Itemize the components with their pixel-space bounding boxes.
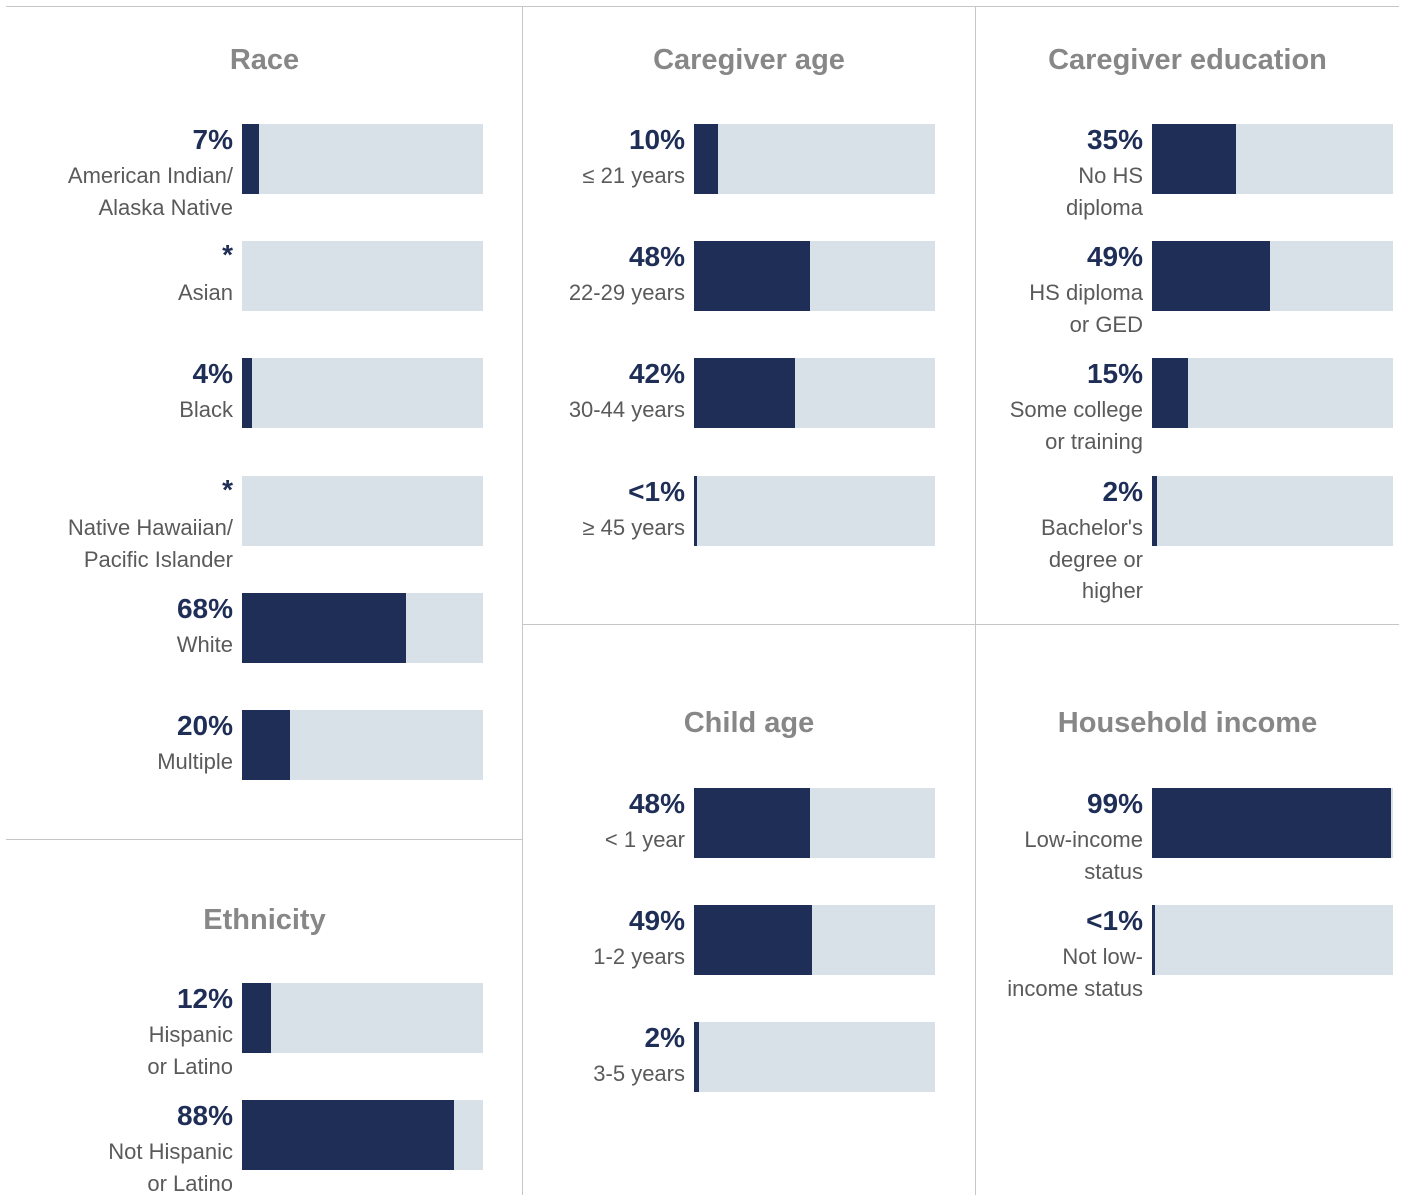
bar-track xyxy=(1152,241,1393,311)
value-label: * xyxy=(222,474,233,505)
value-label: 35% xyxy=(1086,124,1143,155)
value-label: 49% xyxy=(1086,241,1143,272)
bar-track xyxy=(694,124,935,194)
bar xyxy=(242,710,290,780)
divider-left xyxy=(522,6,523,1195)
category-label: Some college or training xyxy=(1009,397,1143,454)
category-label: 1-2 years xyxy=(593,944,685,969)
bar-track xyxy=(1152,476,1393,546)
value-label: <1% xyxy=(1086,905,1143,936)
bar-track xyxy=(694,1022,935,1092)
bar xyxy=(1152,905,1155,975)
bar-track xyxy=(694,241,935,311)
chart-title-household-income: Household income xyxy=(1057,707,1318,739)
value-label: 99% xyxy=(1086,788,1143,819)
bar xyxy=(1152,476,1157,546)
value-label: 2% xyxy=(644,1022,685,1053)
category-label: Bachelor's degree or higher xyxy=(1040,515,1143,603)
chart-title-child-age: Child age xyxy=(683,707,815,739)
bar xyxy=(1152,124,1236,194)
bar xyxy=(694,788,810,858)
bar xyxy=(1152,241,1270,311)
value-label: 15% xyxy=(1086,358,1143,389)
bar-track xyxy=(242,358,483,428)
category-label: Not Hispanic or Latino xyxy=(108,1139,233,1196)
bar xyxy=(694,1022,699,1092)
bar xyxy=(694,241,810,311)
category-label: ≤ 21 years xyxy=(582,163,685,188)
value-label: 88% xyxy=(176,1100,233,1131)
bar xyxy=(694,476,697,546)
bar-track xyxy=(1152,358,1393,428)
divider-middle-row xyxy=(523,624,1399,625)
value-label: 20% xyxy=(176,710,233,741)
bar xyxy=(1152,788,1391,858)
bar-track xyxy=(242,1100,483,1170)
category-label: 22-29 years xyxy=(568,280,685,305)
value-label: 12% xyxy=(176,983,233,1014)
divider-race-ethnicity xyxy=(6,839,523,840)
chart-title-race: Race xyxy=(229,44,300,76)
chart-title-caregiver-age: Caregiver age xyxy=(653,44,845,76)
bar-track xyxy=(242,710,483,780)
bar xyxy=(694,358,795,428)
value-label: 2% xyxy=(1102,476,1143,507)
category-label: No HS diploma xyxy=(1065,163,1143,220)
bar xyxy=(242,983,271,1053)
value-label: <1% xyxy=(628,476,685,507)
bar-track xyxy=(242,983,483,1053)
value-label: 10% xyxy=(628,124,685,155)
value-label: 68% xyxy=(176,593,233,624)
bar xyxy=(242,1100,454,1170)
value-label: 4% xyxy=(192,358,233,389)
category-label: Multiple xyxy=(157,749,233,774)
category-label: 3-5 years xyxy=(593,1061,685,1086)
top-rule xyxy=(6,6,1399,7)
bar-track xyxy=(1152,788,1393,858)
bar-track xyxy=(242,124,483,194)
bar-track xyxy=(694,358,935,428)
value-label: * xyxy=(222,239,233,270)
value-label: 7% xyxy=(192,124,233,155)
bar-track xyxy=(242,476,483,546)
bar xyxy=(242,593,406,663)
category-label: American Indian/Alaska Native xyxy=(67,163,233,220)
bar-track xyxy=(694,788,935,858)
category-label: Not low-income status xyxy=(1007,944,1143,1001)
bar xyxy=(242,124,259,194)
bar-track xyxy=(242,241,483,311)
bar-track xyxy=(1152,905,1393,975)
bar xyxy=(694,905,812,975)
bar xyxy=(694,124,718,194)
chart-title-ethnicity: Ethnicity xyxy=(203,904,326,936)
bar-track xyxy=(242,593,483,663)
category-label: White xyxy=(176,632,233,657)
value-label: 49% xyxy=(628,905,685,936)
category-label: Hispanic or Latino xyxy=(147,1022,233,1079)
category-label: Black xyxy=(179,397,233,422)
category-label: 30-44 years xyxy=(568,397,685,422)
value-label: 42% xyxy=(628,358,685,389)
divider-right xyxy=(975,6,976,1195)
category-label: ≥ 45 years xyxy=(582,515,685,540)
value-label: 48% xyxy=(628,241,685,272)
value-label: 48% xyxy=(628,788,685,819)
category-label: Low-income status xyxy=(1024,827,1143,884)
category-label: Native Hawaiian/Pacific Islander xyxy=(67,515,233,572)
category-label: < 1 year xyxy=(604,827,685,852)
bar-track xyxy=(694,476,935,546)
bar xyxy=(1152,358,1188,428)
category-label: HS diploma or GED xyxy=(1029,280,1143,337)
bar xyxy=(242,358,252,428)
bar-track xyxy=(1152,124,1393,194)
category-label: Asian xyxy=(177,280,233,305)
chart-title-caregiver-education: Caregiver education xyxy=(1048,44,1327,76)
bar-track xyxy=(694,905,935,975)
